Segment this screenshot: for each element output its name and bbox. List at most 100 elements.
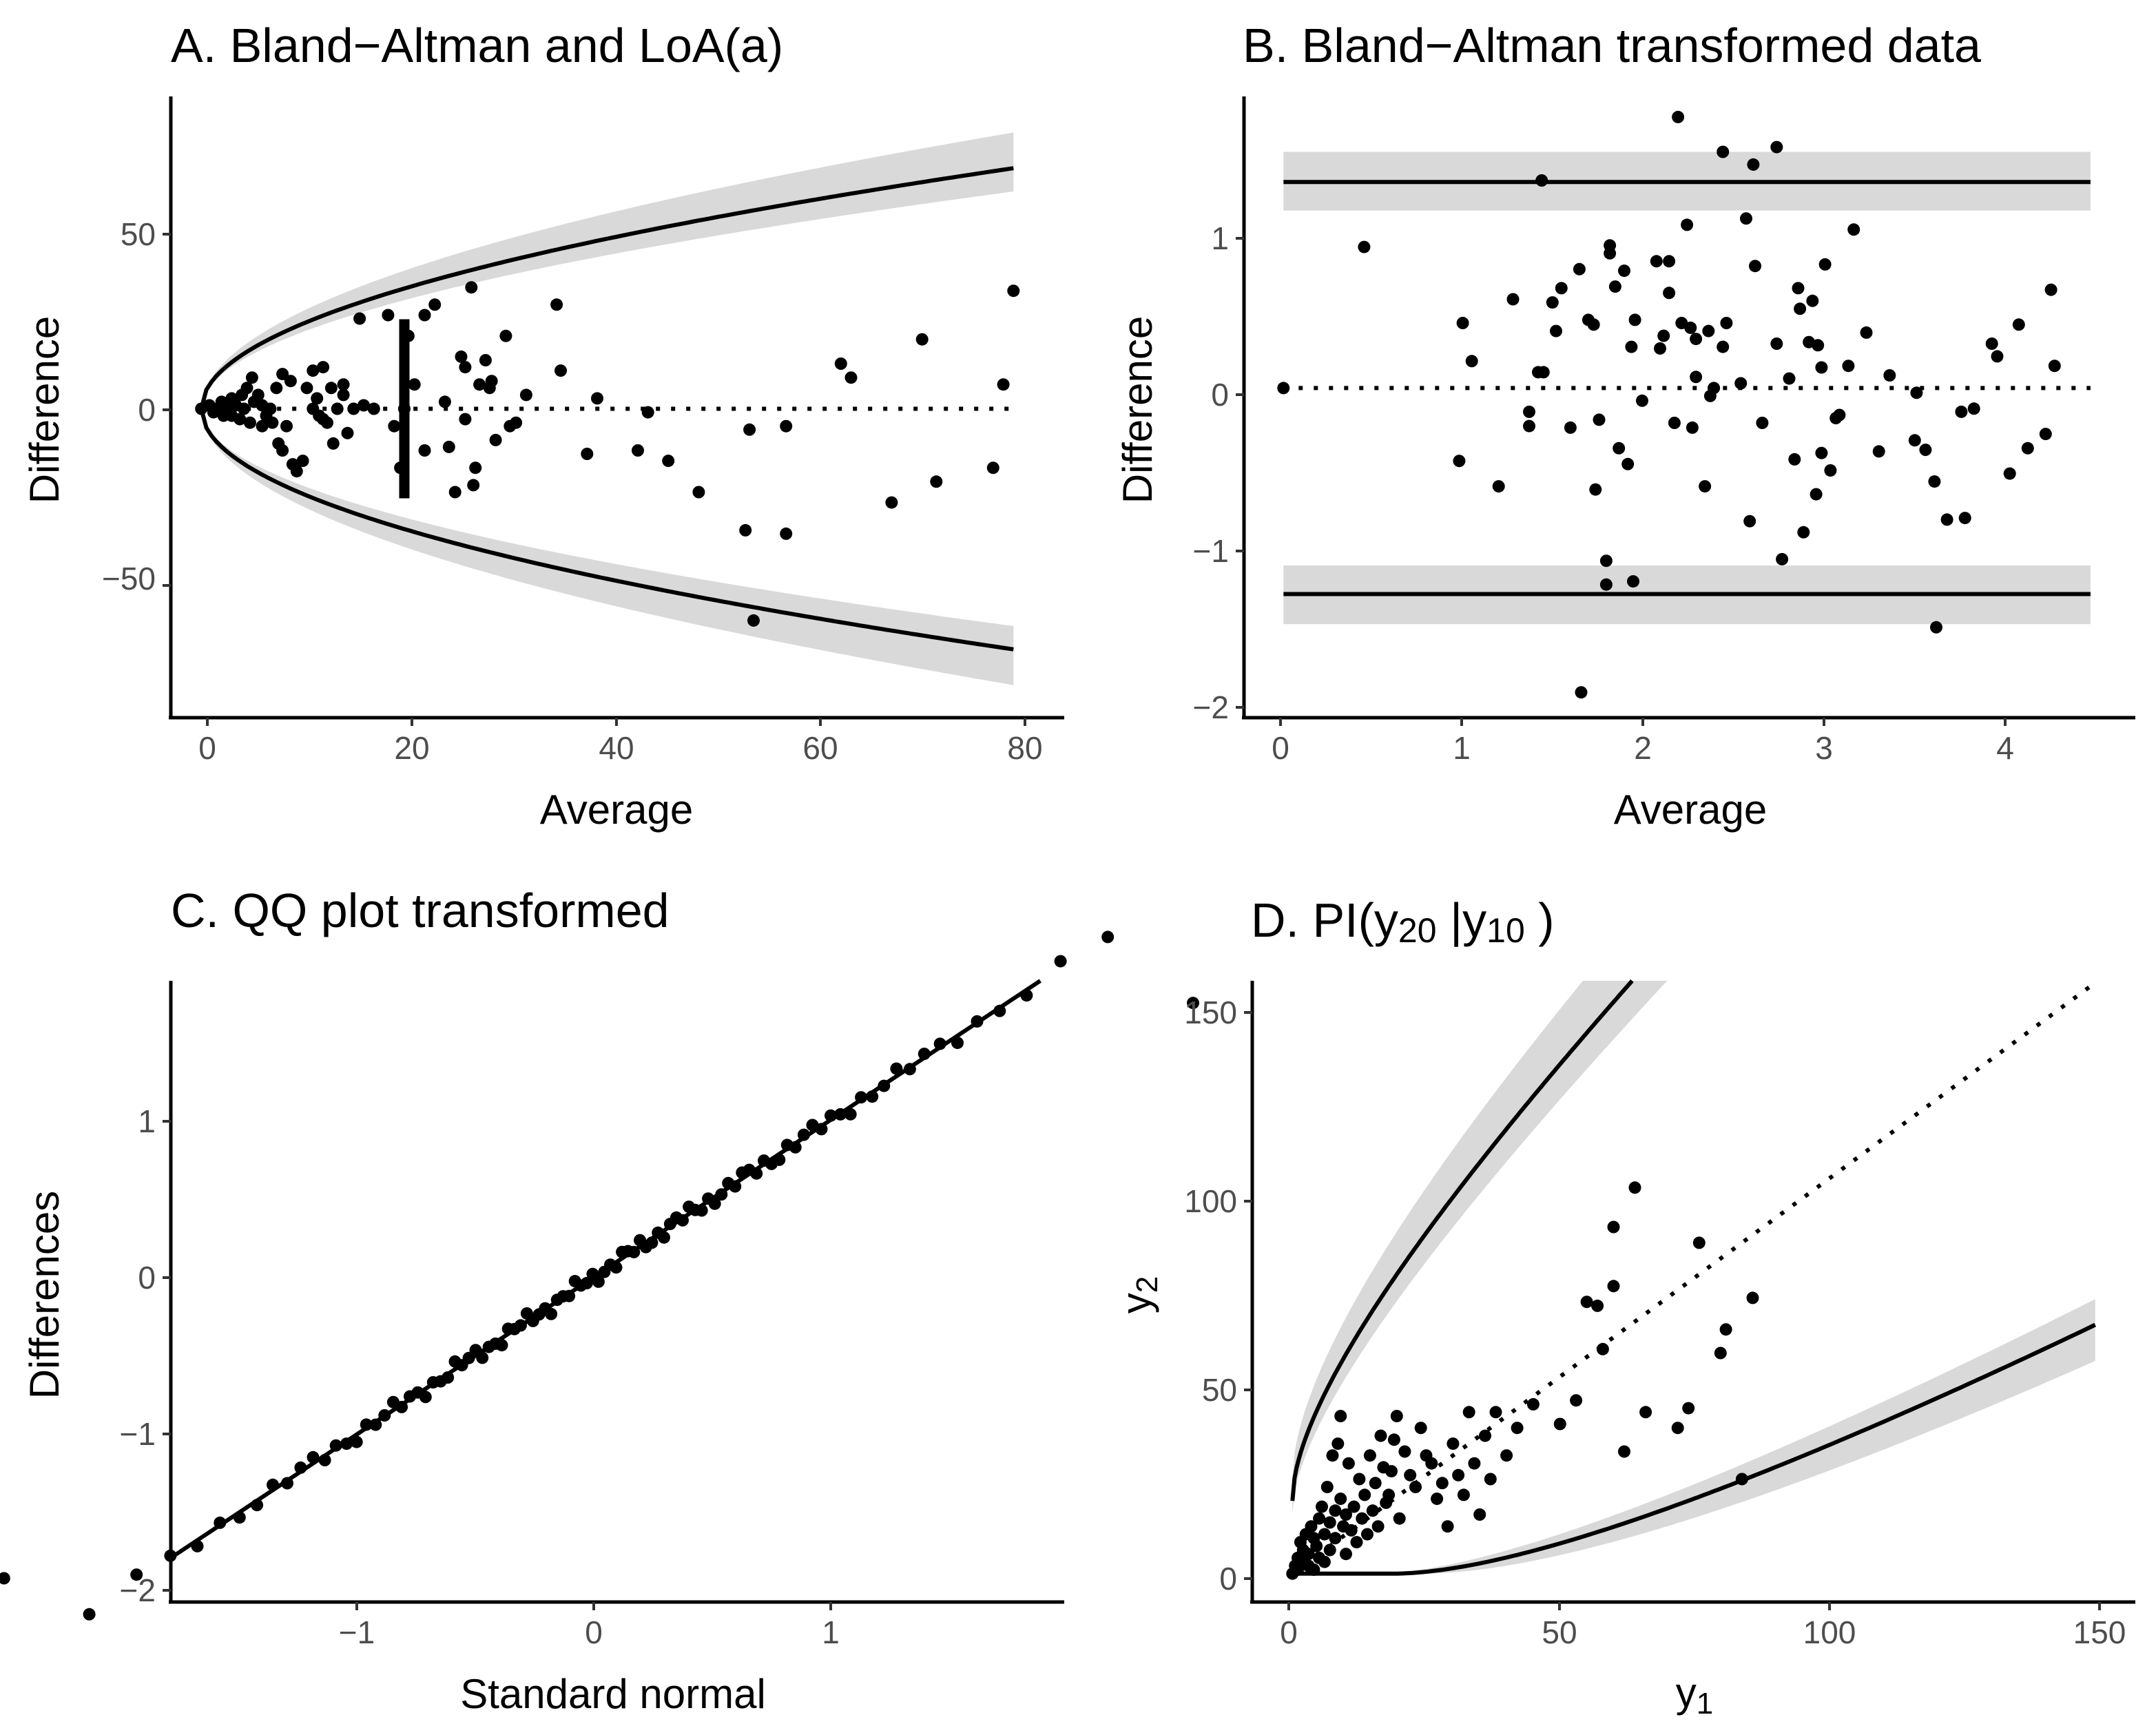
panel-a-point — [554, 364, 567, 377]
panel-b-point — [1797, 526, 1810, 539]
panel-d-point — [1356, 1512, 1369, 1525]
panel-d-point — [1347, 1500, 1360, 1513]
panel-b-point — [1555, 282, 1568, 295]
panel-d-y-tick-label: 0 — [1219, 1561, 1237, 1597]
panel-d-point — [1363, 1449, 1376, 1462]
panel-b-point — [1690, 333, 1703, 346]
panel-a-point — [244, 416, 256, 429]
panel-b-point — [1743, 514, 1756, 528]
panel-b-point — [1883, 369, 1896, 382]
panel-c-point — [267, 1478, 279, 1491]
panel-b-x-tick-label: 0 — [1272, 730, 1289, 766]
panel-d-point — [1682, 1402, 1695, 1415]
panel-c-point — [563, 1289, 576, 1302]
panel-b-point — [1872, 445, 1885, 458]
panel-b-x-label: Average — [1614, 787, 1767, 833]
panel-d-point — [1340, 1508, 1352, 1521]
panel-d-lower-limit-line — [1292, 1322, 2096, 1576]
panel-b-point — [1492, 480, 1505, 493]
panel-b-point — [1910, 386, 1923, 399]
panel-c-point — [329, 1439, 342, 1452]
panel-d-point — [1385, 1465, 1398, 1478]
panel-d-point — [1746, 1291, 1759, 1304]
panel-c-point — [442, 1371, 455, 1384]
panel-d-point — [1409, 1481, 1422, 1493]
panel-a-point — [347, 402, 360, 415]
panel-a-point — [489, 433, 502, 446]
panel-d-point — [1329, 1504, 1342, 1517]
panel-b-point — [1756, 417, 1769, 429]
panel-d-point — [1473, 1508, 1486, 1521]
panel-c-point — [369, 1418, 382, 1431]
panel-d-point — [1374, 1429, 1387, 1442]
panel-b-point — [1618, 264, 1630, 278]
panel-b-y-ticks: −2 −1 0 1 — [1193, 220, 1244, 725]
panel-b-point — [1589, 483, 1602, 496]
panel-b-point — [1770, 141, 1783, 154]
panel-b-point — [1908, 434, 1921, 447]
panel-d-upper-limit-line — [1290, 979, 1634, 1501]
panel-d-point — [1390, 1410, 1403, 1422]
panel-b-point — [1699, 480, 1712, 493]
panel-b-point — [1842, 360, 1855, 373]
panel-c-point — [610, 1261, 623, 1274]
panel-d-point — [1342, 1457, 1355, 1470]
panel-b-point — [1537, 366, 1550, 379]
panel-b-point — [1717, 340, 1730, 353]
panel-b-point — [1740, 212, 1752, 225]
panel-c-point — [628, 1245, 641, 1258]
panel-a-point — [321, 416, 333, 429]
panel-a-point — [885, 496, 898, 509]
panel-d-point — [1479, 1429, 1491, 1442]
panel-d-point — [1414, 1422, 1427, 1435]
panel-b-point — [1657, 329, 1670, 342]
panel-d-point — [1489, 1406, 1502, 1419]
panel-d-x-tick-label: 150 — [2073, 1614, 2126, 1650]
panel-c-point — [773, 1153, 786, 1166]
panel-b-point — [1654, 342, 1666, 355]
panel-a-point — [519, 388, 532, 402]
panel-b-point — [1812, 339, 1825, 352]
panel-a-y-tick-label: −50 — [102, 561, 156, 596]
panel-c-x-ticks: −1 0 1 — [339, 1602, 840, 1650]
panel-d-point — [1639, 1406, 1652, 1419]
panel-c-point — [708, 1197, 721, 1210]
panel-b-point — [1720, 317, 1733, 329]
panel-c-point — [307, 1451, 320, 1464]
panel-c-point — [676, 1214, 689, 1227]
panel-b-point — [1991, 350, 2004, 363]
panel-b-y-tick-label: −2 — [1193, 689, 1229, 725]
panel-c-point — [844, 1108, 857, 1121]
panel-c-point — [729, 1180, 742, 1193]
panel-c-point — [715, 1188, 728, 1201]
panel-b-point — [2044, 283, 2057, 296]
panel-a-point — [276, 444, 289, 457]
panel-c-y-tick-label: 1 — [138, 1103, 156, 1139]
panel-a-point — [459, 413, 472, 426]
panel-a-point — [367, 402, 380, 415]
panel-a-point — [455, 350, 468, 363]
panel-d-point — [1457, 1488, 1470, 1501]
panel-d-y-label: y2 — [1113, 1276, 1164, 1313]
panel-a-point — [266, 416, 279, 429]
panel-a-point — [408, 378, 421, 391]
panel-d-point — [1371, 1520, 1385, 1533]
panel-b-point — [1453, 455, 1466, 468]
panel-a-title: A. Bland−Altman and LoA(a) — [171, 19, 783, 72]
panel-d-y-label-main: y — [1113, 1293, 1159, 1313]
panel-d-y-tick-label: 50 — [1202, 1372, 1237, 1408]
panel-b-point — [1456, 317, 1469, 329]
panel-d-point — [1404, 1468, 1417, 1481]
panel-b-point — [1708, 382, 1721, 395]
panel-c-point — [918, 1048, 931, 1061]
panel-d-point — [1345, 1524, 1358, 1537]
panel-d-point — [1398, 1445, 1411, 1458]
panel-a-point — [465, 281, 478, 294]
panel-a-point — [357, 399, 370, 412]
panel-c-point — [971, 1015, 984, 1028]
panel-d-x-tick-label: 100 — [1803, 1614, 1856, 1650]
panel-d-point — [1607, 1220, 1620, 1234]
panel-d-point — [1692, 1236, 1706, 1249]
panel-a-point — [780, 527, 793, 540]
